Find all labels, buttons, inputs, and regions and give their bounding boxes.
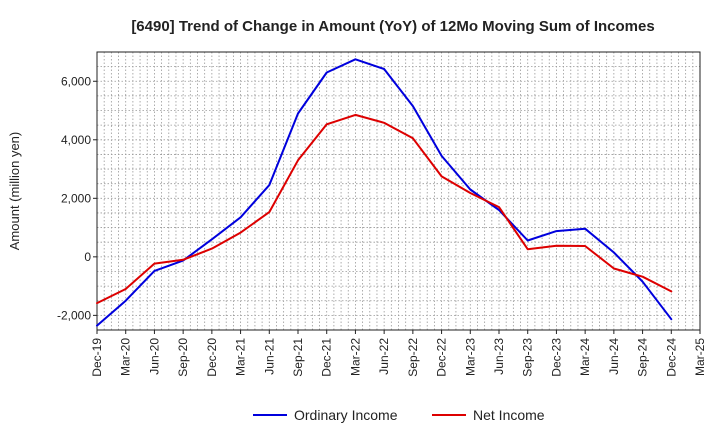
x-tick-label: Dec-19 bbox=[90, 338, 104, 377]
x-tick-label: Mar-20 bbox=[119, 338, 133, 376]
series-lines bbox=[96, 58, 673, 327]
x-tick-label: Sep-20 bbox=[176, 338, 190, 377]
x-tick-label: Dec-22 bbox=[435, 338, 449, 377]
x-tick-label: Jun-22 bbox=[377, 338, 391, 375]
x-tick-label: Jun-21 bbox=[262, 338, 276, 375]
x-tick-label: Jun-24 bbox=[607, 338, 621, 375]
y-tick-label: 2,000 bbox=[61, 191, 91, 205]
series-line-net-income bbox=[96, 113, 673, 305]
y-tick-label: 6,000 bbox=[61, 74, 91, 88]
x-tick-labels: Dec-19 Mar-20 Jun-20 Sep-20 Dec-20 Mar-21 Jun-… bbox=[90, 330, 707, 377]
y-axis-label: Amount (million yen) bbox=[7, 132, 22, 251]
plot-frame bbox=[96, 51, 701, 331]
x-tick-label: Sep-21 bbox=[291, 338, 305, 377]
x-tick-label: Mar-24 bbox=[578, 338, 592, 376]
x-tick-label: Sep-24 bbox=[636, 338, 650, 377]
y-tick-label: 0 bbox=[84, 250, 91, 264]
x-tick-label: Jun-20 bbox=[147, 338, 161, 375]
plot-area bbox=[97, 52, 700, 330]
y-tick-label: 4,000 bbox=[61, 133, 91, 147]
legend-label: Net Income bbox=[473, 407, 545, 423]
x-tick-label: Mar-25 bbox=[693, 338, 707, 376]
legend-label: Ordinary Income bbox=[294, 407, 398, 423]
x-tick-label: Jun-23 bbox=[492, 338, 506, 375]
y-tick-label: -2,000 bbox=[57, 308, 91, 322]
x-tick-label: Mar-22 bbox=[348, 338, 362, 376]
x-tick-label: Sep-22 bbox=[406, 338, 420, 377]
x-tick-label: Mar-23 bbox=[463, 338, 477, 376]
x-tick-label: Dec-24 bbox=[664, 338, 678, 377]
grid-lines bbox=[97, 52, 700, 330]
legend: Ordinary Income Net Income bbox=[253, 407, 545, 423]
x-tick-label: Dec-21 bbox=[320, 338, 334, 377]
x-tick-label: Dec-23 bbox=[549, 338, 563, 377]
x-tick-label: Sep-23 bbox=[521, 338, 535, 377]
x-tick-label: Dec-20 bbox=[205, 338, 219, 377]
series-line-ordinary-income bbox=[96, 58, 673, 327]
chart-title: [6490] Trend of Change in Amount (YoY) o… bbox=[131, 18, 654, 35]
y-tick-labels: -2,000 0 2,000 4,000 6,000 bbox=[57, 74, 97, 322]
x-tick-label: Mar-21 bbox=[234, 338, 248, 376]
